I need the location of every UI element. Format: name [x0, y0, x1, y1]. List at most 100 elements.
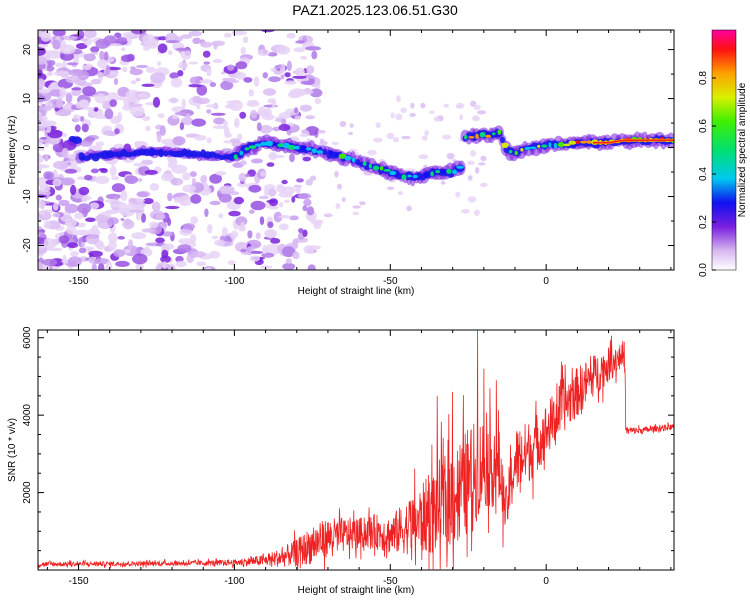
noise-blob	[61, 132, 68, 138]
noise-blob	[78, 186, 90, 196]
noise-blob	[161, 231, 174, 237]
spectrogram-frame	[37, 29, 675, 271]
noise-blob	[196, 261, 207, 267]
noise-blob	[52, 212, 61, 218]
noise-blob	[296, 178, 304, 183]
noise-blob	[117, 111, 123, 123]
noise-blob	[283, 199, 290, 203]
noise-blob	[250, 250, 264, 254]
ridge-hotspot	[529, 146, 537, 150]
noise-blob	[204, 208, 209, 217]
ridge-hotspot	[456, 165, 464, 169]
noise-blob	[175, 260, 187, 268]
noise-blob	[70, 251, 79, 257]
x-tick-label: -100	[224, 276, 244, 287]
noise-blob	[294, 107, 299, 114]
ridge-hotspot	[401, 174, 407, 180]
noise-blob	[240, 46, 246, 55]
noise-blob	[227, 260, 236, 265]
noise-blob	[141, 213, 146, 223]
noise-blob	[145, 66, 156, 74]
snr-frame	[37, 329, 675, 571]
noise-blob	[81, 197, 88, 203]
noise-blob	[162, 261, 168, 269]
ridge-hotspot	[368, 163, 372, 169]
noise-blob	[261, 252, 275, 258]
noise-blob	[38, 138, 45, 144]
noise-blob	[279, 202, 284, 208]
ridge-hotspot	[389, 170, 397, 176]
noise-blob	[261, 30, 275, 33]
noise-blob	[38, 231, 44, 236]
ridge-hotspot	[305, 147, 312, 151]
noise-blob	[84, 136, 96, 142]
noise-blob	[264, 244, 281, 255]
ridge-hotspot	[514, 150, 518, 156]
noise-blob	[52, 39, 61, 50]
noise-blob	[128, 197, 137, 204]
noise-blob	[227, 79, 240, 84]
noise-blob	[157, 61, 162, 67]
noise-blob	[258, 195, 270, 200]
ridge-hotspot	[497, 129, 502, 135]
noise-blob	[52, 178, 62, 187]
noise-blob	[58, 199, 70, 207]
noise-blob	[337, 183, 342, 190]
noise-blob	[300, 56, 308, 60]
noise-blob	[151, 201, 161, 212]
y-tick-label: 0	[22, 144, 33, 150]
noise-blob	[109, 43, 122, 47]
noise-blob	[83, 107, 95, 111]
noise-blob	[167, 217, 172, 227]
noise-blob	[192, 37, 202, 44]
noise-blob	[157, 113, 165, 119]
noise-blob	[266, 229, 275, 239]
ridge-hotspot	[344, 155, 352, 161]
noise-blob	[209, 82, 217, 88]
noise-blob	[80, 38, 88, 42]
noise-blob	[71, 87, 82, 91]
noise-blob	[196, 84, 208, 96]
noise-blob	[433, 116, 440, 122]
noise-blob	[248, 184, 262, 193]
noise-blob	[386, 186, 395, 190]
noise-blob	[77, 176, 87, 180]
ridge-hotspot	[575, 140, 581, 145]
ridge-hotspot	[464, 134, 468, 140]
noise-blob	[250, 200, 266, 211]
noise-blob	[98, 263, 105, 270]
noise-blob	[194, 135, 207, 141]
spectrogram-y-label: Frequency (Hz)	[7, 116, 18, 185]
noise-blob	[390, 112, 395, 119]
noise-blob	[38, 196, 41, 204]
noise-blob	[52, 202, 59, 211]
noise-blob	[269, 154, 285, 159]
noise-blob	[80, 241, 86, 248]
ridge-hotspot	[501, 142, 509, 148]
noise-blob	[62, 254, 67, 265]
noise-blob	[196, 105, 201, 109]
noise-blob	[70, 184, 77, 196]
noise-blob	[144, 169, 158, 175]
noise-blob	[339, 120, 347, 128]
x-tick-label: -150	[69, 276, 89, 287]
snr-y-ticks: 2000 4000 6000	[22, 326, 674, 552]
noise-blob	[60, 52, 74, 61]
page-title: PAZ1.2025.123.06.51.G30	[292, 2, 458, 18]
noise-blob	[260, 171, 267, 177]
noise-blob	[231, 30, 248, 36]
noise-blob	[165, 205, 180, 210]
colorbar-tick-label: 0.0	[698, 263, 709, 277]
noise-blob	[442, 134, 452, 140]
ridge-hotspot	[553, 142, 558, 149]
noise-blob	[180, 117, 194, 126]
noise-blob	[131, 232, 147, 240]
noise-blob	[191, 118, 206, 127]
noise-blob	[476, 110, 487, 115]
ridge-hotspot	[435, 170, 441, 174]
noise-blob	[352, 205, 361, 209]
noise-blob	[38, 177, 50, 188]
noise-blob	[253, 76, 260, 87]
noise-blob	[106, 217, 119, 225]
noise-blob	[132, 253, 148, 265]
